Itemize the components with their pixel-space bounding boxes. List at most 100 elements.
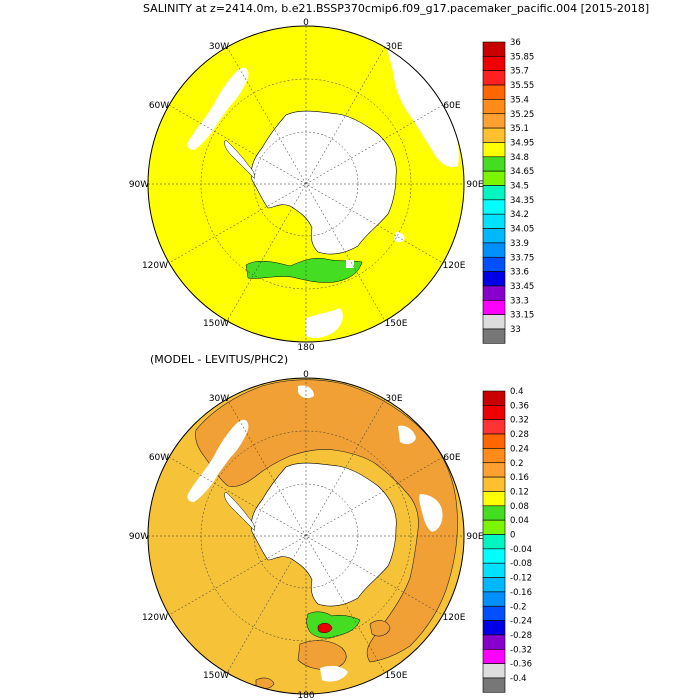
colorbar-box: [482, 648, 506, 664]
label-lon-60e: 60E: [443, 101, 460, 111]
antarctic-peninsula: [224, 491, 255, 531]
antarctica-land: [251, 110, 397, 255]
colorbar-top: 36 35.85 35.7 35.55 35.4 35.25 35.1 34.95 34.8 34…: [482, 38, 534, 344]
colorbar-box: [482, 491, 506, 507]
land-patch-south: [320, 665, 348, 682]
label-lon-150e: 150E: [385, 319, 408, 329]
colorbar-label: -0.4: [510, 674, 527, 684]
colorbar-box: [482, 591, 506, 607]
colorbar-label: 0.08: [510, 502, 529, 512]
colorbar-label: 34.2: [510, 210, 529, 220]
colorbar-label: 33: [510, 325, 521, 335]
label-lon-60w: 60W: [149, 101, 169, 111]
colorbar-label: -0.32: [510, 645, 532, 655]
colorbar-label: 0.04: [510, 516, 529, 526]
colorbar-label: 34.8: [510, 153, 529, 163]
colorbar-bottom: 0.4 0.36 0.32 0.28 0.24 0.2 0.16 0.12 0.08 0.04 0 -…: [482, 387, 532, 693]
label-lon-0: 0: [303, 370, 309, 380]
label-lon-90e: 90E: [466, 180, 483, 190]
colorbar-box: [482, 548, 506, 564]
colorbar-box: [482, 605, 506, 621]
colorbar-label: 0.2: [510, 459, 524, 469]
colorbar-label: 33.75: [510, 253, 534, 263]
label-lon-150w: 150W: [203, 319, 229, 329]
colorbar-box: [482, 448, 506, 464]
colorbar-label: 36: [510, 38, 521, 48]
label-lon-60w: 60W: [149, 453, 169, 463]
colorbar-label: 35.25: [510, 110, 534, 120]
colorbar-box: [482, 577, 506, 593]
colorbar-box: [482, 405, 506, 421]
colorbar-box: [482, 419, 506, 435]
land-patch-east: [419, 494, 443, 532]
colorbar-label: 0.32: [510, 416, 529, 426]
label-lon-180: 180: [297, 343, 314, 353]
colorbar-label: 33.15: [510, 311, 534, 321]
label-lon-90w: 90W: [129, 532, 149, 542]
plot-subtitle: (MODEL - LEVITUS/PHC2): [150, 353, 289, 366]
colorbar-box: [482, 390, 506, 406]
colorbar-box: [482, 328, 506, 344]
south-america-tip: [187, 67, 249, 150]
label-lon-30e: 30E: [385, 42, 402, 52]
colorbar-label: 33.9: [510, 239, 529, 249]
colorbar-label: -0.16: [510, 588, 532, 598]
land-patch-ne: [387, 44, 459, 168]
colorbar-label: -0.12: [510, 574, 532, 584]
label-lon-30w: 30W: [209, 42, 229, 52]
colorbar-box: [482, 505, 506, 521]
colorbar-label: 0.12: [510, 487, 529, 497]
colorbar-label: -0.24: [510, 617, 532, 627]
colorbar-label: 34.35: [510, 196, 534, 206]
colorbar-label: 35.85: [510, 52, 534, 62]
colorbar-box: [482, 562, 506, 578]
label-lon-90e: 90E: [466, 532, 483, 542]
land-patch-east: [394, 232, 405, 243]
colorbar-label: 34.65: [510, 167, 534, 177]
colorbar-label: 33.45: [510, 282, 534, 292]
colorbar-label: 0.4: [510, 387, 524, 397]
colorbar-label: 35.1: [510, 124, 529, 134]
label-lon-90w: 90W: [129, 180, 149, 190]
colorbar-box: [482, 534, 506, 550]
label-lon-30e: 30E: [385, 394, 402, 404]
colorbar-box: [482, 677, 506, 693]
colorbar-box: [482, 663, 506, 679]
land-patch-ne: [398, 425, 416, 445]
colorbar-label: 34.95: [510, 138, 534, 148]
colorbar-label: -0.08: [510, 559, 532, 569]
colorbar-label: 0.28: [510, 430, 529, 440]
label-lon-150w: 150W: [203, 671, 229, 681]
colorbar-box: [482, 634, 506, 650]
orange-patch-se: [369, 620, 391, 637]
colorbar-label: 34.5: [510, 182, 529, 192]
label-lon-120e: 120E: [443, 261, 466, 271]
antarctic-peninsula: [224, 139, 255, 179]
plot-title: SALINITY at z=2414.0m, b.e21.BSSP370cmip…: [143, 2, 650, 15]
colorbar-box: [482, 433, 506, 449]
colorbar-box: [482, 620, 506, 636]
colorbar-box: [482, 462, 506, 478]
label-lon-120e: 120E: [443, 613, 466, 623]
colorbar-label: 0.24: [510, 444, 529, 454]
label-lon-60e: 60E: [443, 453, 460, 463]
colorbar-label: 35.4: [510, 95, 529, 105]
colorbar-label: 0: [510, 531, 515, 541]
colorbar-label: -0.04: [510, 545, 532, 555]
colorbar-label: 34.05: [510, 225, 534, 235]
south-america-tip: [187, 419, 249, 502]
orange-anomaly-region: [195, 379, 458, 663]
orange-patch-south: [297, 640, 347, 670]
land-patch-south: [306, 308, 343, 339]
colorbar-box: [482, 519, 506, 535]
green-salinity-region: [245, 258, 363, 283]
colorbar-label: 35.7: [510, 67, 529, 77]
colorbar-label: 35.55: [510, 81, 534, 91]
label-lon-120w: 120W: [142, 613, 168, 623]
label-lon-30w: 30W: [209, 394, 229, 404]
colorbar-label: 33.6: [510, 268, 529, 278]
colorbar-label: -0.2: [510, 602, 527, 612]
graticule-top: [148, 26, 464, 342]
